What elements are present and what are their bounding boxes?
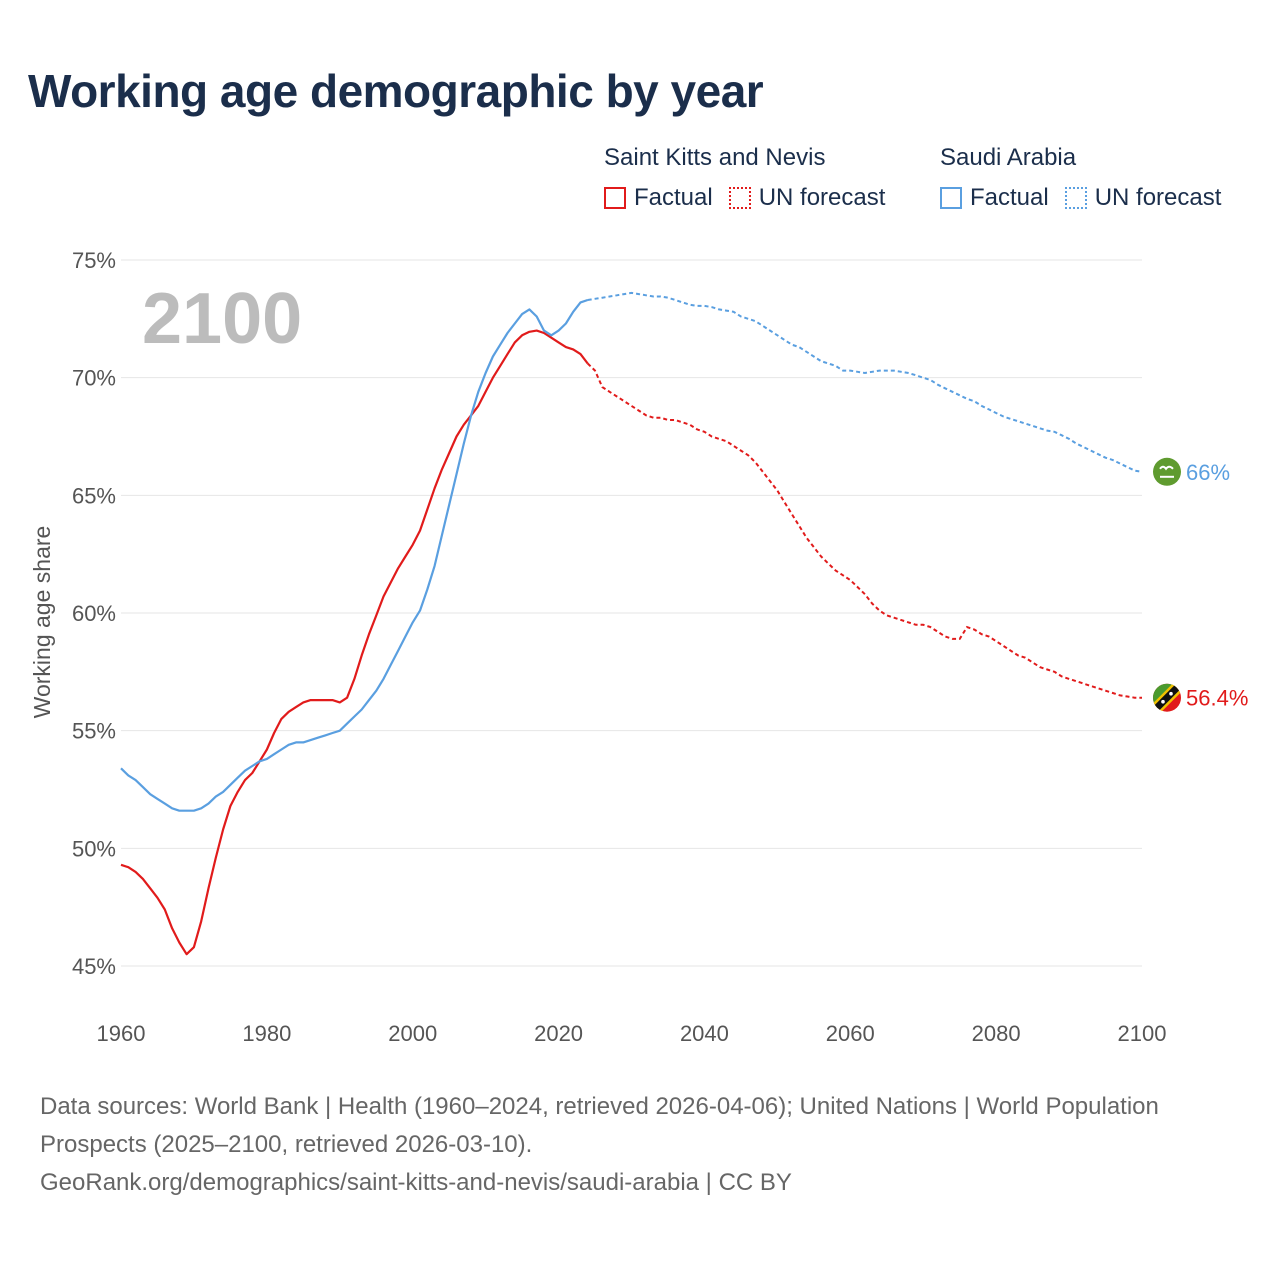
legend-group-saudi-arabia: Saudi Arabia Factual UN forecast	[940, 144, 1237, 212]
series-lines	[120, 291, 1143, 956]
series-line-saint-kitts-and-nevis-factual	[120, 329, 589, 956]
x-tick-label: 2100	[1118, 1021, 1167, 1046]
y-tick-label: 50%	[72, 836, 116, 861]
solid-swatch-icon	[604, 187, 626, 209]
y-tick-label: 70%	[72, 366, 116, 391]
chart-title: Working age demographic by year	[28, 65, 764, 117]
legend-item-factual[interactable]: Factual	[604, 184, 713, 212]
saudi-arabia-flag-icon	[1153, 457, 1181, 486]
y-axis-label: Working age share	[29, 526, 55, 719]
end-markers: 56.4% 66%	[1153, 457, 1248, 712]
x-tick-label: 2020	[534, 1021, 583, 1046]
legend-item-factual[interactable]: Factual	[940, 184, 1049, 212]
x-axis-ticks: 1960 1980 2000 2020 2040 2060 2080 2100	[97, 1021, 1167, 1046]
gridlines	[121, 259, 1142, 967]
series-line-saudi-arabia-forecast	[587, 291, 1143, 473]
y-tick-label: 45%	[72, 954, 116, 979]
legend-item-forecast[interactable]: UN forecast	[1064, 184, 1222, 212]
legend-item-forecast[interactable]: UN forecast	[728, 184, 886, 212]
legend-label-factual: Factual	[634, 184, 713, 211]
x-tick-label: 2060	[826, 1021, 875, 1046]
x-tick-label: 1980	[242, 1021, 291, 1046]
saint-kitts-and-nevis-flag-icon	[1153, 683, 1181, 712]
legend-label-factual: Factual	[970, 184, 1049, 211]
year-watermark: 2100	[142, 279, 302, 359]
x-tick-label: 2080	[972, 1021, 1021, 1046]
legend-country-name: Saint Kitts and Nevis	[604, 144, 826, 171]
dotted-swatch-icon	[1064, 187, 1087, 209]
y-tick-label: 75%	[72, 248, 116, 273]
end-value-label: 56.4%	[1186, 686, 1248, 711]
y-tick-label: 55%	[72, 719, 116, 744]
legend-group-saint-kitts-and-nevis: Saint Kitts and Nevis Factual UN forecas…	[604, 144, 901, 212]
legend-label-forecast: UN forecast	[1094, 184, 1222, 211]
x-tick-label: 2000	[388, 1021, 437, 1046]
line-chart: 45% 50% 55% 60% 65% 70% 75% 1960 1980 2000 2020 20…	[29, 248, 1248, 1046]
data-sources: Data sources: World Bank | Health (1960–…	[40, 1093, 1159, 1158]
solid-swatch-icon	[940, 187, 962, 209]
series-line-saudi-arabia-factual	[120, 298, 589, 812]
x-tick-label: 2040	[680, 1021, 729, 1046]
y-tick-label: 65%	[72, 483, 116, 508]
series-line-saint-kitts-and-nevis-forecast	[587, 362, 1142, 699]
credit-link[interactable]: GeoRank.org/demographics/saint-kitts-and…	[40, 1169, 792, 1196]
y-axis-ticks: 45% 50% 55% 60% 65% 70% 75%	[72, 248, 116, 979]
footer: Data sources: World Bank | Health (1960–…	[40, 1088, 1240, 1202]
dotted-swatch-icon	[728, 187, 751, 209]
x-tick-label: 1960	[97, 1021, 146, 1046]
legend-label-forecast: UN forecast	[758, 184, 886, 211]
end-value-label: 66%	[1186, 460, 1230, 485]
y-tick-label: 60%	[72, 601, 116, 626]
legend-country-name: Saudi Arabia	[940, 144, 1077, 171]
